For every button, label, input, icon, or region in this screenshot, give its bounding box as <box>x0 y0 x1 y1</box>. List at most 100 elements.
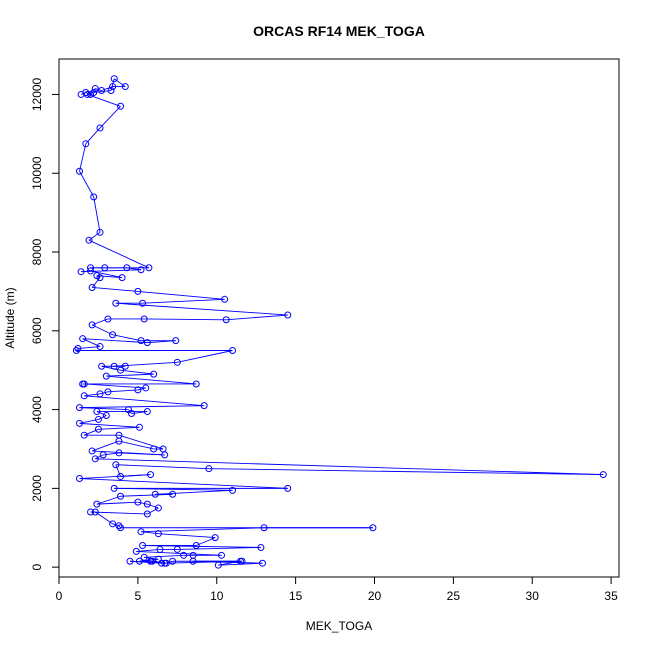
data-point <box>150 370 158 378</box>
data-point <box>90 88 98 96</box>
series-line-segment <box>120 493 173 497</box>
series-line-segment <box>114 361 178 367</box>
data-point <box>88 283 96 291</box>
data-point <box>260 524 268 532</box>
series-line-segment <box>92 287 138 292</box>
data-point <box>104 388 112 396</box>
data-point <box>236 557 244 565</box>
data-point <box>87 267 95 275</box>
data-point <box>137 266 145 274</box>
series-line-segment <box>110 78 115 91</box>
data-point <box>93 500 101 508</box>
data-point <box>189 557 197 565</box>
data-point <box>79 335 87 343</box>
data-point <box>72 347 80 354</box>
data-point <box>123 264 131 272</box>
data-point <box>148 557 156 565</box>
data-point <box>217 551 225 559</box>
data-point <box>109 520 117 528</box>
series-line-segment <box>147 507 159 515</box>
data-point <box>96 228 104 236</box>
data-point <box>80 380 88 388</box>
series-line-segment <box>226 314 288 321</box>
series-line-segment <box>79 407 129 411</box>
series-line-segment <box>90 270 123 279</box>
series-line-segment <box>115 464 121 477</box>
data-point <box>88 321 96 329</box>
data-point <box>229 347 237 354</box>
data-point <box>211 534 219 542</box>
y-axis-title: Altitude (m) <box>3 287 17 348</box>
data-point <box>137 528 145 536</box>
data-point <box>158 559 166 567</box>
series-line-segment <box>79 478 288 489</box>
data-point <box>192 380 200 388</box>
chart-title: ORCAS RF14 MEK_TOGA <box>253 23 425 39</box>
data-point <box>85 236 93 244</box>
series-line-segment <box>118 525 121 529</box>
data-point <box>87 264 95 272</box>
data-point <box>169 490 177 498</box>
data-point <box>143 408 151 416</box>
data-point <box>98 362 106 370</box>
series-line-segment <box>99 105 121 129</box>
data-point <box>140 553 148 561</box>
data-point <box>102 411 110 419</box>
plot-frame <box>58 58 620 578</box>
series-line-segment <box>106 373 154 377</box>
data-point <box>91 508 99 516</box>
series-line-segment <box>136 550 222 556</box>
data-point <box>110 362 118 370</box>
series-line-segment <box>112 334 142 342</box>
series-line-segment <box>84 428 99 436</box>
series-line-segment <box>90 511 148 515</box>
data-point <box>169 557 177 565</box>
y-tick-label: 2000 <box>30 475 44 502</box>
data-point <box>117 524 125 532</box>
series-points <box>72 75 607 569</box>
series-line-segment <box>96 495 121 505</box>
data-point <box>173 545 181 553</box>
data-point <box>126 557 134 565</box>
series-line-segment <box>144 554 184 558</box>
data-point <box>117 492 125 500</box>
series-line-segment <box>91 277 101 288</box>
x-axis-ticks: 0 5 10 15 20 25 30 35 <box>56 577 618 603</box>
data-point <box>96 343 104 351</box>
data-point <box>140 315 148 323</box>
data-point <box>117 102 125 110</box>
data-point <box>94 415 102 423</box>
data-point <box>115 437 123 445</box>
data-point <box>134 498 142 506</box>
data-point <box>94 425 102 433</box>
data-point <box>135 423 143 431</box>
series-line-segment <box>137 290 225 300</box>
series-lines <box>75 78 604 566</box>
x-tick-label: 20 <box>368 589 382 603</box>
data-point <box>80 431 88 439</box>
data-point <box>121 362 129 370</box>
series-line-segment <box>77 346 101 349</box>
data-point <box>107 87 115 95</box>
series-line-segment <box>115 302 288 316</box>
data-point <box>154 530 162 538</box>
series-line-segment <box>147 340 176 344</box>
data-point <box>154 504 162 512</box>
series-line-segment <box>158 533 216 539</box>
data-point <box>137 337 145 345</box>
series-line-segment <box>118 452 165 456</box>
y-tick-label: 4000 <box>30 396 44 423</box>
data-point <box>109 83 117 91</box>
series-line-segment <box>91 440 120 452</box>
data-point <box>96 124 104 132</box>
data-point <box>205 465 213 473</box>
data-point <box>146 471 154 479</box>
series-line-segment <box>155 489 233 495</box>
x-tick-label: 0 <box>56 589 63 603</box>
data-point <box>96 274 104 282</box>
series-line-segment <box>96 501 138 505</box>
data-point <box>110 75 118 83</box>
y-tick-label: 8000 <box>30 238 44 265</box>
x-tick-label: 5 <box>135 589 142 603</box>
data-point <box>98 87 106 95</box>
